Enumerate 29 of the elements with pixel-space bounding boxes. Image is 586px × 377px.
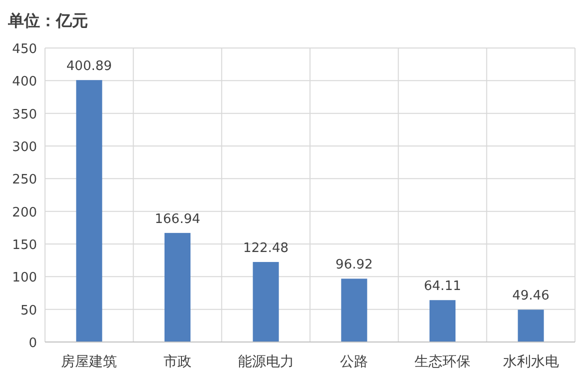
x-tick-label: 公路 <box>340 354 368 370</box>
y-tick-label: 50 <box>20 303 37 318</box>
x-tick-label: 市政 <box>164 354 192 370</box>
data-label: 49.46 <box>512 288 550 304</box>
data-label: 400.89 <box>66 59 112 74</box>
bar <box>252 262 279 342</box>
x-tick-label: 房屋建筑 <box>61 354 118 370</box>
y-tick-label: 300 <box>12 140 37 155</box>
x-tick-label: 生态环保 <box>414 354 470 370</box>
y-tick-label: 100 <box>12 270 37 286</box>
y-axis-title: 单位：亿元 <box>7 11 88 30</box>
y-tick-label: 200 <box>12 205 37 220</box>
bar <box>341 278 368 342</box>
bar <box>430 300 456 342</box>
y-tick-label: 450 <box>12 42 37 57</box>
y-tick-label: 350 <box>12 107 37 122</box>
x-tick-label: 能源电力 <box>238 354 294 370</box>
bar <box>76 80 102 342</box>
data-label: 122.48 <box>243 240 289 256</box>
y-tick-label: 250 <box>12 172 37 188</box>
data-label: 64.11 <box>424 279 462 294</box>
data-label: 96.92 <box>336 258 373 273</box>
data-label: 166.94 <box>154 212 200 227</box>
x-tick-label: 水利水电 <box>502 354 559 370</box>
y-tick-label: 400 <box>12 74 37 90</box>
y-tick-label: 150 <box>12 238 37 253</box>
bar <box>164 232 190 342</box>
y-tick-label: 0 <box>28 336 37 351</box>
bar <box>518 310 544 342</box>
